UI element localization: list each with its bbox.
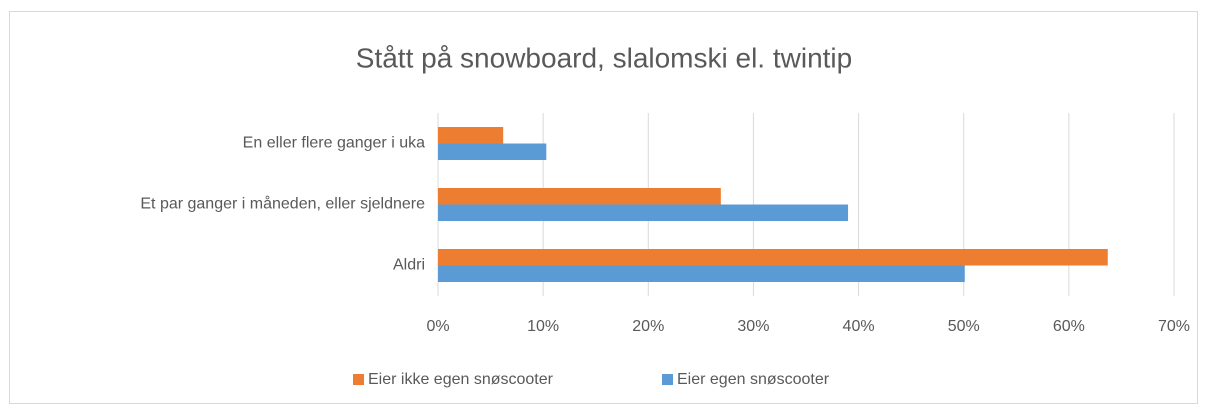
x-tick-label: 30%	[737, 318, 769, 335]
legend-label: Eier ikke egen snøscooter	[368, 371, 554, 388]
y-tick-label: En eller flere ganger i uka	[243, 135, 425, 152]
bar	[438, 204, 849, 221]
x-tick-label: 60%	[1053, 318, 1085, 335]
bar	[438, 249, 1108, 266]
x-tick-label: 0%	[426, 318, 449, 335]
bar	[438, 127, 504, 144]
x-tick-label: 40%	[843, 318, 875, 335]
bar	[438, 265, 965, 282]
x-tick-label: 10%	[527, 318, 559, 335]
legend-swatch	[662, 374, 673, 385]
bar	[438, 188, 721, 205]
legend-swatch	[353, 374, 364, 385]
x-tick-label: 20%	[632, 318, 664, 335]
y-tick-label: Et par ganger i måneden, eller sjeldnere	[140, 195, 425, 213]
bar	[438, 143, 547, 160]
y-tick-label: Aldri	[393, 257, 425, 274]
legend-label: Eier egen snøscooter	[677, 371, 830, 388]
x-tick-label: 70%	[1158, 318, 1190, 335]
chart-title: Stått på snowboard, slalomski el. twinti…	[356, 42, 852, 73]
x-tick-label: 50%	[948, 318, 980, 335]
